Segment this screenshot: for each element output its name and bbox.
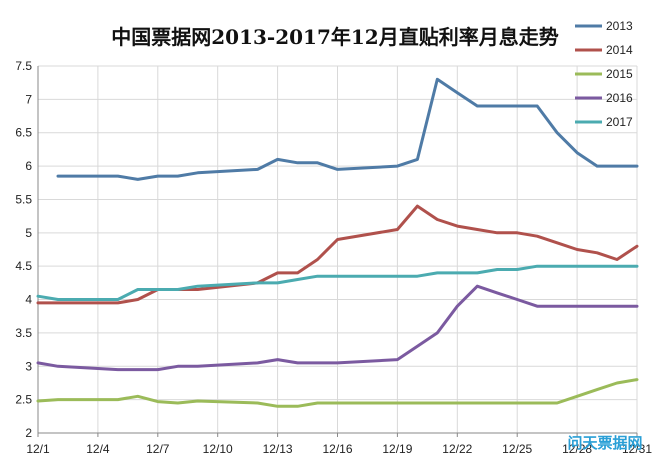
x-tick-label: 12/16 xyxy=(322,442,352,456)
x-tick-label: 12/31 xyxy=(622,442,652,456)
y-tick-label: 6 xyxy=(25,159,32,173)
legend-label-2015: 2015 xyxy=(606,67,633,81)
y-tick-label: 3 xyxy=(25,359,32,373)
x-tick-label: 12/28 xyxy=(562,442,592,456)
x-tick-label: 12/1 xyxy=(26,442,50,456)
watermark-text: 问天票据网 xyxy=(567,434,642,452)
y-tick-label: 3.5 xyxy=(15,326,32,340)
chart-title: 中国票据网2013-2017年12月直贴利率月息走势 xyxy=(111,25,558,49)
legend-label-2014: 2014 xyxy=(606,43,633,57)
y-tick-label: 2 xyxy=(25,426,32,440)
y-tick-label: 7.5 xyxy=(15,59,32,73)
y-tick-label: 4.5 xyxy=(15,259,32,273)
series-line-2015 xyxy=(36,378,639,408)
series-lines xyxy=(36,77,639,408)
legend-label-2013: 2013 xyxy=(606,19,633,33)
series-line-2013 xyxy=(56,77,639,181)
x-tick-label: 12/25 xyxy=(502,442,532,456)
x-tick-label: 12/4 xyxy=(86,442,110,456)
legend: 2013 2014 2015 2016 2017 xyxy=(575,19,633,129)
x-tick-label: 12/19 xyxy=(382,442,412,456)
x-tick-label: 12/7 xyxy=(146,442,170,456)
legend-label-2016: 2016 xyxy=(606,91,633,105)
series-line-2016 xyxy=(36,284,639,372)
axes: 2 2.5 3 3.5 4 4.5 5 5.5 6 6.5 7 7.5 12/1 12/4 12/7 12/1… xyxy=(15,59,652,456)
y-tick-label: 5 xyxy=(25,226,32,240)
x-tick-label: 12/22 xyxy=(442,442,472,456)
series-line-2017 xyxy=(36,264,639,301)
y-tick-label: 4 xyxy=(25,293,32,307)
x-tick-label: 12/13 xyxy=(263,442,293,456)
x-tick-label: 12/10 xyxy=(203,442,233,456)
y-tick-label: 7 xyxy=(25,92,32,106)
y-tick-label: 5.5 xyxy=(15,192,32,206)
y-tick-label: 2.5 xyxy=(15,393,32,407)
legend-label-2017: 2017 xyxy=(606,115,633,129)
y-tick-label: 6.5 xyxy=(15,126,32,140)
